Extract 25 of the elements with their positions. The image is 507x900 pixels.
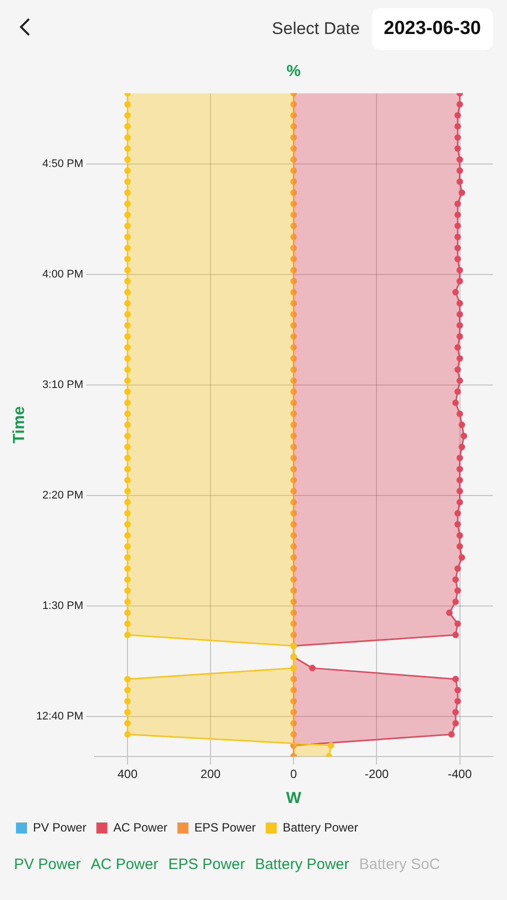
y-tick-label: 4:00 PM bbox=[42, 268, 84, 281]
x-tick-label: 0 bbox=[290, 766, 298, 781]
y-tick-label: 12:40 PM bbox=[36, 710, 84, 723]
y-axis-title: Time bbox=[11, 406, 28, 444]
text: Select Date bbox=[272, 19, 360, 39]
x-tick-label: -200 bbox=[364, 766, 390, 781]
legend-label: PV Power bbox=[33, 820, 86, 834]
x2-axis-title: % bbox=[286, 63, 301, 80]
text: EPS Power bbox=[168, 856, 245, 873]
legend-label: Battery Power bbox=[282, 820, 358, 834]
x-tick-label: 200 bbox=[200, 766, 221, 781]
x-tick-label: 400 bbox=[117, 766, 138, 781]
x-tick-label: -400 bbox=[448, 766, 472, 781]
legend-label: EPS Power bbox=[194, 820, 256, 834]
y-tick-label: 1:30 PM bbox=[42, 600, 84, 612]
text: 2023-06-30 bbox=[372, 8, 493, 50]
y-tick-label: 3:10 PM bbox=[42, 379, 84, 392]
text: Battery SoC bbox=[359, 856, 440, 873]
y-tick-label: 4:50 PM bbox=[42, 158, 84, 170]
x-axis-title: W bbox=[286, 790, 302, 807]
text: AC Power bbox=[90, 856, 158, 873]
legend-label: AC Power bbox=[113, 820, 168, 834]
text: Battery Power bbox=[254, 856, 350, 873]
y-tick-label: 2:20 PM bbox=[42, 490, 84, 502]
text: PV Power bbox=[14, 856, 81, 873]
